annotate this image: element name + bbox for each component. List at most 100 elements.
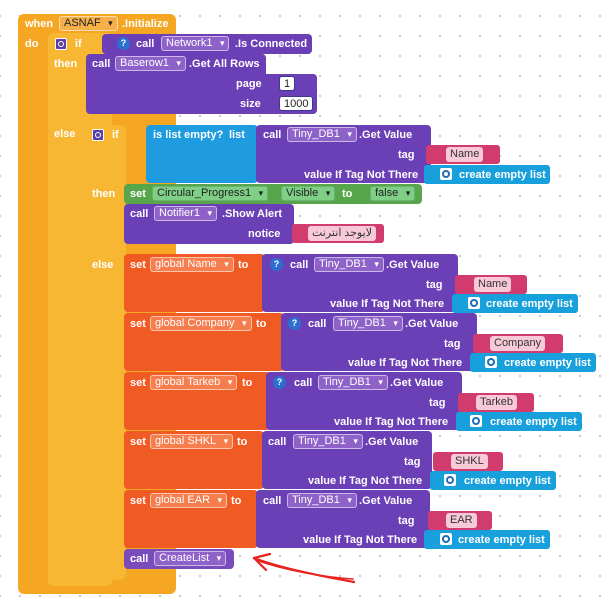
- method-label: .Get Value: [390, 377, 444, 389]
- to-label: to: [231, 495, 242, 507]
- is-list-empty-block[interactable]: [146, 125, 258, 183]
- value-if-tag-not-there-label: value If Tag Not There: [334, 416, 449, 428]
- component-dropdown-tinydb1[interactable]: Tiny_DB1: [287, 127, 357, 142]
- component-dropdown-tinydb1[interactable]: Tiny_DB1: [333, 316, 403, 331]
- create-empty-list-block[interactable]: [452, 294, 578, 313]
- to-label: to: [256, 318, 267, 330]
- call-label: call: [294, 377, 313, 389]
- set-label: set: [130, 259, 146, 271]
- set-label: set: [130, 377, 146, 389]
- component-dropdown-tinydb1[interactable]: Tiny_DB1: [293, 434, 363, 449]
- set-label: set: [130, 188, 146, 200]
- create-empty-list-label: create empty list: [464, 475, 551, 487]
- call-label: call: [130, 553, 149, 565]
- annotation-arrow-icon: [252, 552, 356, 584]
- help-icon: ?: [117, 37, 130, 50]
- component-dropdown-asnaf[interactable]: ASNAF: [59, 16, 118, 31]
- create-empty-list-block[interactable]: [456, 412, 582, 431]
- variable-dropdown-global-shkl[interactable]: global SHKL: [150, 434, 234, 449]
- tag-text-tarkeb[interactable]: Tarkeb: [476, 395, 518, 410]
- tag-label: tag: [398, 515, 415, 527]
- create-empty-list-label: create empty list: [490, 416, 577, 428]
- tag-text-name[interactable]: Name: [474, 277, 512, 292]
- call-label: call: [263, 129, 282, 141]
- param-page-label: page: [236, 78, 262, 90]
- help-icon: ?: [270, 258, 283, 271]
- size-number-input[interactable]: 1000: [279, 96, 314, 111]
- value-if-tag-not-there-label: value If Tag Not There: [348, 357, 463, 369]
- create-empty-list-block[interactable]: [430, 471, 556, 490]
- notice-text[interactable]: لايوجد انترنت: [308, 226, 377, 241]
- tag-text-company[interactable]: Company: [490, 336, 546, 351]
- create-empty-list-block[interactable]: [424, 165, 550, 184]
- set-label: set: [130, 436, 146, 448]
- component-dropdown-tinydb1[interactable]: Tiny_DB1: [314, 257, 384, 272]
- mutator-gear-icon[interactable]: [444, 474, 456, 486]
- tag-text-name[interactable]: Name: [446, 147, 484, 162]
- property-dropdown-visible[interactable]: Visible: [281, 186, 336, 201]
- tag-text-ear[interactable]: EAR: [446, 513, 477, 528]
- if-label: if: [112, 129, 119, 141]
- do-label: do: [25, 38, 39, 50]
- set-label: set: [130, 495, 146, 507]
- call-label: call: [92, 58, 111, 70]
- method-label: .Get Value: [386, 259, 440, 271]
- value-if-tag-not-there-label: value If Tag Not There: [308, 475, 423, 487]
- help-icon: ?: [288, 317, 301, 330]
- component-dropdown-tinydb1[interactable]: Tiny_DB1: [287, 493, 357, 508]
- component-dropdown-network1[interactable]: Network1: [161, 36, 230, 51]
- mutator-gear-icon[interactable]: [55, 38, 67, 50]
- mutator-gear-icon[interactable]: [485, 356, 497, 368]
- tag-label: tag: [398, 149, 415, 161]
- method-label: .Get All Rows: [189, 58, 260, 70]
- boolean-dropdown-false[interactable]: false: [370, 186, 416, 201]
- variable-dropdown-global-ear[interactable]: global EAR: [150, 493, 228, 508]
- value-if-tag-not-there-label: value If Tag Not There: [304, 169, 419, 181]
- then-label: then: [92, 188, 116, 200]
- method-label: .Get Value: [365, 436, 419, 448]
- mutator-gear-icon[interactable]: [440, 533, 452, 545]
- tag-text-shkl[interactable]: SHKL: [451, 454, 488, 469]
- call-label: call: [136, 38, 155, 50]
- to-label: to: [238, 259, 249, 271]
- create-empty-list-label: create empty list: [504, 357, 591, 369]
- event-name-label: .Initialize: [122, 18, 169, 30]
- variable-dropdown-global-company[interactable]: global Company: [150, 316, 252, 331]
- call-label: call: [290, 259, 309, 271]
- procedure-dropdown-createlist[interactable]: CreateList: [154, 551, 227, 566]
- notice-label: notice: [248, 228, 281, 240]
- component-dropdown-circular-progress1[interactable]: Circular_Progress1: [152, 186, 269, 201]
- create-empty-list-block[interactable]: [470, 353, 596, 372]
- variable-dropdown-global-name[interactable]: global Name: [150, 257, 234, 272]
- create-empty-list-label: create empty list: [459, 169, 546, 181]
- mutator-gear-icon[interactable]: [470, 415, 482, 427]
- if-label: if: [75, 38, 82, 50]
- tag-label: tag: [429, 397, 446, 409]
- method-label: .Get Value: [405, 318, 459, 330]
- mutator-gear-icon[interactable]: [92, 129, 104, 141]
- to-label: to: [342, 188, 353, 200]
- page-number-input[interactable]: 1: [279, 76, 296, 91]
- tag-label: tag: [444, 338, 461, 350]
- call-label: call: [308, 318, 327, 330]
- to-label: to: [242, 377, 253, 389]
- value-if-tag-not-there-label: value If Tag Not There: [303, 534, 418, 546]
- create-empty-list-block[interactable]: [424, 530, 550, 549]
- mutator-gear-icon[interactable]: [468, 297, 480, 309]
- component-dropdown-notifier1[interactable]: Notifier1: [154, 206, 217, 221]
- when-label: when: [25, 18, 54, 30]
- else-label: else: [92, 259, 114, 271]
- method-label: .Get Value: [359, 129, 413, 141]
- event-body-bg: [42, 30, 50, 586]
- tag-label: tag: [404, 456, 421, 468]
- create-empty-list-label: create empty list: [486, 298, 573, 310]
- component-dropdown-baserow1[interactable]: Baserow1: [115, 56, 186, 71]
- call-label: call: [263, 495, 282, 507]
- inner-if-block[interactable]: [84, 125, 126, 580]
- variable-dropdown-global-tarkeb[interactable]: global Tarkeb: [150, 375, 238, 390]
- method-label: .Is Connected: [235, 38, 308, 50]
- then-label: then: [54, 58, 78, 70]
- param-size-label: size: [240, 98, 261, 110]
- mutator-gear-icon[interactable]: [440, 168, 452, 180]
- component-dropdown-tinydb1[interactable]: Tiny_DB1: [318, 375, 388, 390]
